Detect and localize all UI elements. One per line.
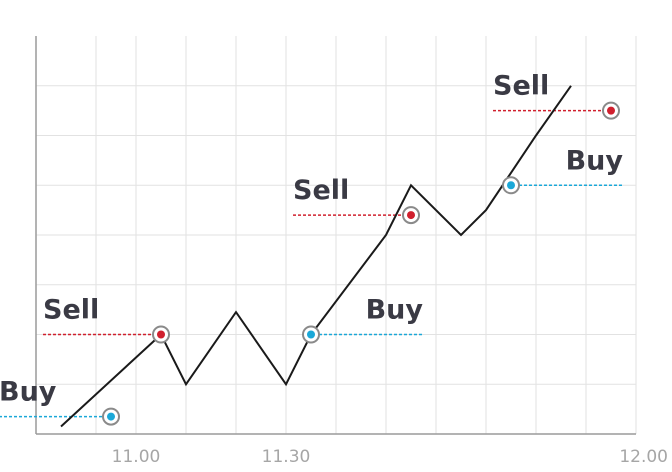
annotation-guides (0, 109, 623, 418)
x-tick-label: 12.00 (619, 447, 668, 467)
price-line (60, 85, 572, 428)
sell-marker-dot (407, 211, 415, 220)
trade-markers (102, 101, 620, 426)
sell-label: Sell (293, 175, 349, 206)
x-tick-labels: 11.00 11.30 12.00 (112, 447, 668, 467)
grid (36, 36, 637, 434)
x-tick-label: 11.30 (262, 447, 311, 467)
x-tick-label: 11.00 (112, 447, 161, 467)
buy-marker-dot (107, 412, 115, 421)
sell-label: Sell (493, 71, 549, 102)
price-line-layer (60, 85, 572, 428)
buy-label: Buy (366, 295, 424, 326)
buy-marker-dot (507, 181, 515, 190)
sell-label: Sell (43, 295, 99, 326)
buy-label: Buy (566, 145, 624, 176)
buy-label: Buy (0, 377, 57, 408)
sell-marker-dot (607, 106, 615, 115)
sell-marker-dot (157, 330, 165, 339)
buy-marker-dot (307, 330, 315, 339)
trade-labels: Buy Sell Buy Sell Buy Sell (0, 71, 623, 408)
axes (35, 36, 636, 435)
